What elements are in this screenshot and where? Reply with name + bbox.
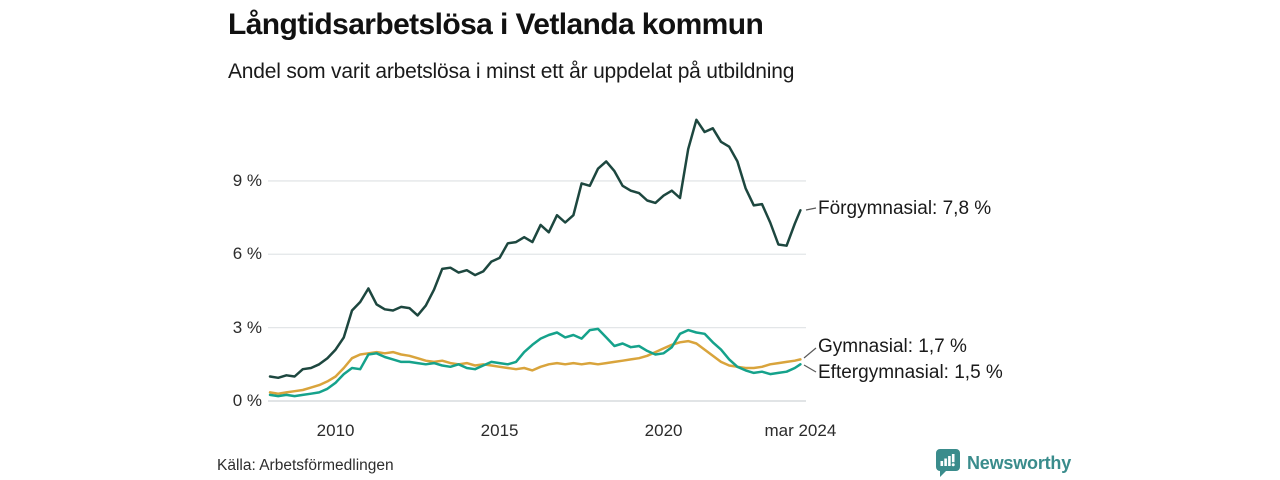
- x-tick-label: mar 2024: [764, 421, 837, 440]
- bar-chart-speech-bubble-icon: [936, 449, 960, 477]
- x-tick-label: 2015: [480, 421, 519, 440]
- x-tick-label: 2010: [316, 421, 355, 440]
- newsworthy-logo: Newsworthy: [936, 449, 1071, 477]
- x-tick-label: 2020: [644, 421, 683, 440]
- series-line-eftergymnasial: [268, 327, 802, 398]
- source-note: Källa: Arbetsförmedlingen: [217, 457, 394, 474]
- chart-subtitle: Andel som varit arbetslösa i minst ett å…: [228, 60, 795, 83]
- newsworthy-logo-text: Newsworthy: [967, 452, 1072, 473]
- label-connector: [803, 364, 817, 373]
- series-label-forgymnasial: Förgymnasial: 7,8 %: [818, 198, 992, 219]
- y-tick-label: 3 %: [232, 317, 262, 337]
- series-label-gymnasial: Gymnasial: 1,7 %: [818, 336, 967, 357]
- page-title: Långtidsarbetslösa i Vetlanda kommun: [228, 8, 764, 41]
- y-tick-label: 0 %: [232, 391, 262, 410]
- y-tick-label: 9 %: [232, 170, 262, 190]
- series-line-gymnasial: [268, 339, 802, 395]
- label-connector: [805, 207, 817, 211]
- y-tick-label: 6 %: [232, 244, 262, 264]
- series-label-eftergymnasial: Eftergymnasial: 1,5 %: [818, 362, 1003, 383]
- label-connector: [803, 347, 817, 359]
- series-line-förgymnasial: [268, 118, 802, 380]
